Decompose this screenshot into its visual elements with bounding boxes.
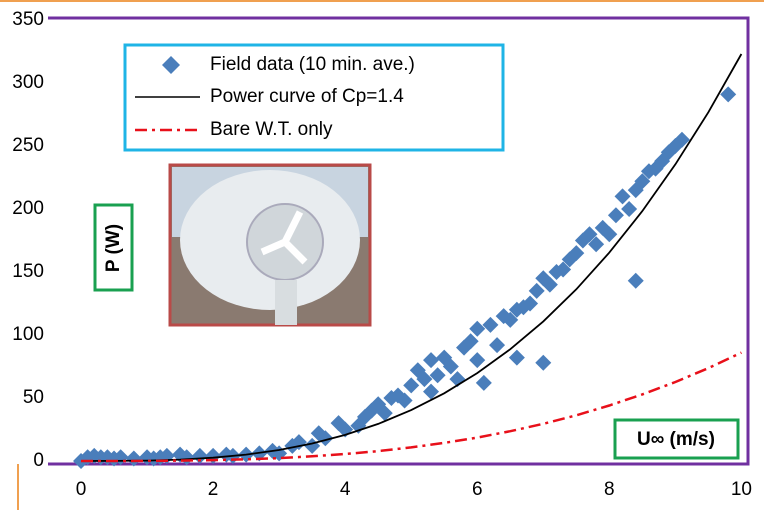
y-tick-label: 200 [12,198,44,219]
marks: 0 50 100 150 200 250 300 350 0 2 4 6 8 10 [12,9,752,500]
data-point [673,131,690,148]
data-point [403,377,420,394]
x-tick-label: 4 [340,479,351,500]
data-point [423,352,440,369]
plot-frame [48,16,750,466]
data-point [522,295,539,312]
legend-marker [162,56,180,74]
x-axis-label: U∞ (m/s) [637,429,715,450]
data-point [601,226,618,243]
data-point [588,236,605,253]
y-tick-label: 0 [33,450,44,471]
y-tick-label: 350 [12,9,44,30]
y-axis-label: P (W) [103,224,124,272]
data-point [205,447,222,464]
data-point [429,367,446,384]
data-point [125,450,142,467]
x-axis-title: U∞ (m/s) [613,418,740,460]
data-point [621,200,638,217]
x-tick-label: 0 [76,479,87,500]
data-point [416,371,433,388]
data-point [475,374,492,391]
data-point [376,405,393,422]
legend: Field data (10 min. ave.) Power curve of… [123,43,505,152]
data-point [191,447,208,464]
x-tick-label: 6 [472,479,483,500]
data-point [607,207,624,224]
y-tick-label: 300 [12,72,44,93]
y-tick-label: 150 [12,261,44,282]
data-point [396,392,413,409]
y-axis-title: P (W) [93,203,134,292]
legend-label: Power curve of Cp=1.4 [210,86,404,107]
data-point [462,333,479,350]
y-tick-label: 100 [12,324,44,345]
data-point [541,276,558,293]
data-point [581,226,598,243]
data-point [317,430,334,447]
data-point [469,352,486,369]
data-point [469,320,486,337]
data-point [482,316,499,333]
data-point [535,354,552,371]
series-line [81,351,742,463]
x-tick-label: 2 [208,479,219,500]
y-tick-label: 250 [12,135,44,156]
data-point [720,86,737,103]
data-point [614,188,631,205]
data-point [508,349,525,366]
x-tick-label: 10 [731,479,752,500]
legend-label: Bare W.T. only [210,119,333,140]
data-point [627,272,644,289]
turbine-photo [168,163,372,327]
data-point [528,282,545,299]
data-point [489,337,506,354]
data-point [568,245,585,262]
legend-label: Field data (10 min. ave.) [210,54,415,75]
x-tick-label: 8 [604,479,615,500]
data-point [634,173,651,190]
series-line [80,53,743,462]
data-point [442,358,459,375]
data-point [502,311,519,328]
y-tick-label: 50 [23,387,44,408]
data-point [423,383,440,400]
data-point [555,261,572,278]
data-point [304,437,321,454]
